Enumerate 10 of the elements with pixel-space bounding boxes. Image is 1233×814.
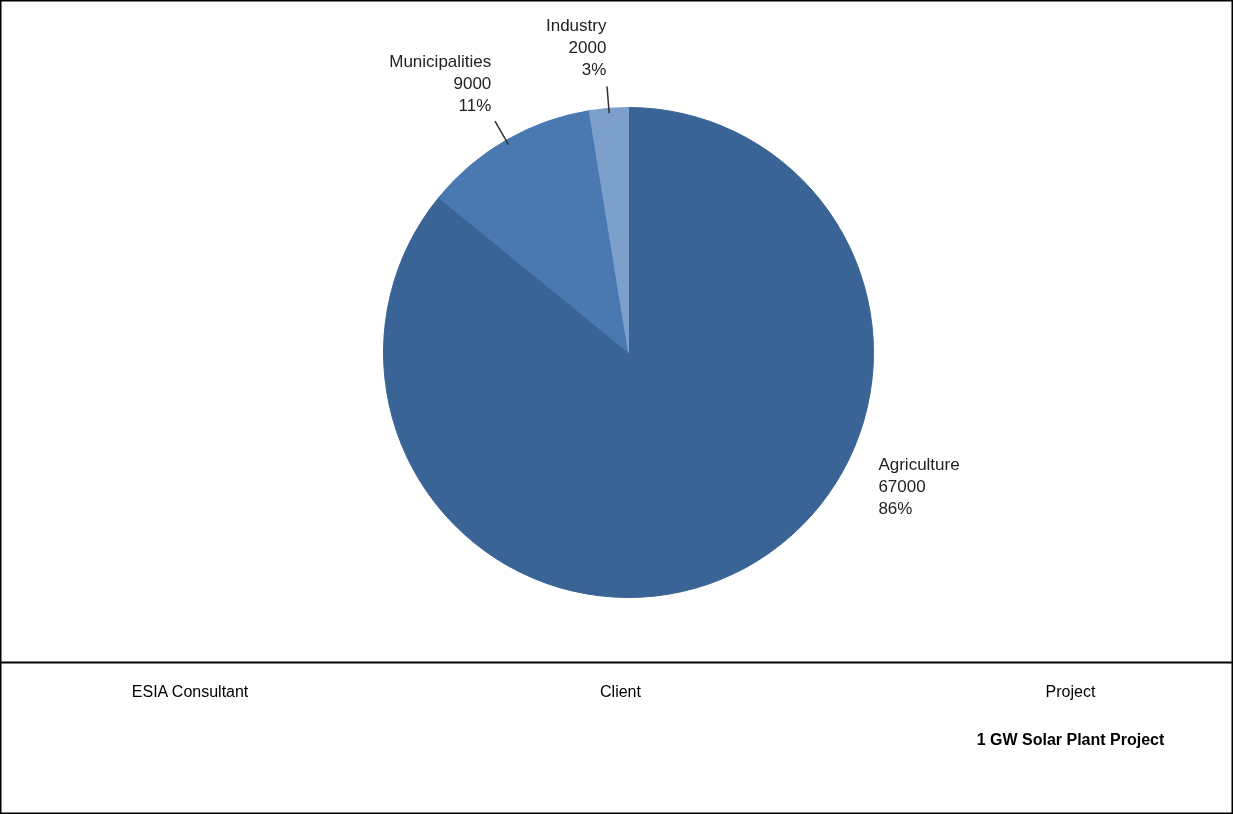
text: Project	[1045, 683, 1096, 700]
slice-label: Industry	[545, 16, 607, 36]
text: ESIA Consultant	[131, 683, 249, 700]
data-label: 9000 11%	[453, 74, 492, 115]
slice-label: Municipalities	[389, 52, 492, 72]
data-label: 2000 3%	[568, 38, 607, 79]
slice-label: Agriculture	[878, 455, 960, 475]
data-label: 67000 86%	[878, 477, 926, 519]
text: Client	[600, 683, 642, 700]
text: 1 GW Solar Plant Project	[976, 731, 1165, 748]
